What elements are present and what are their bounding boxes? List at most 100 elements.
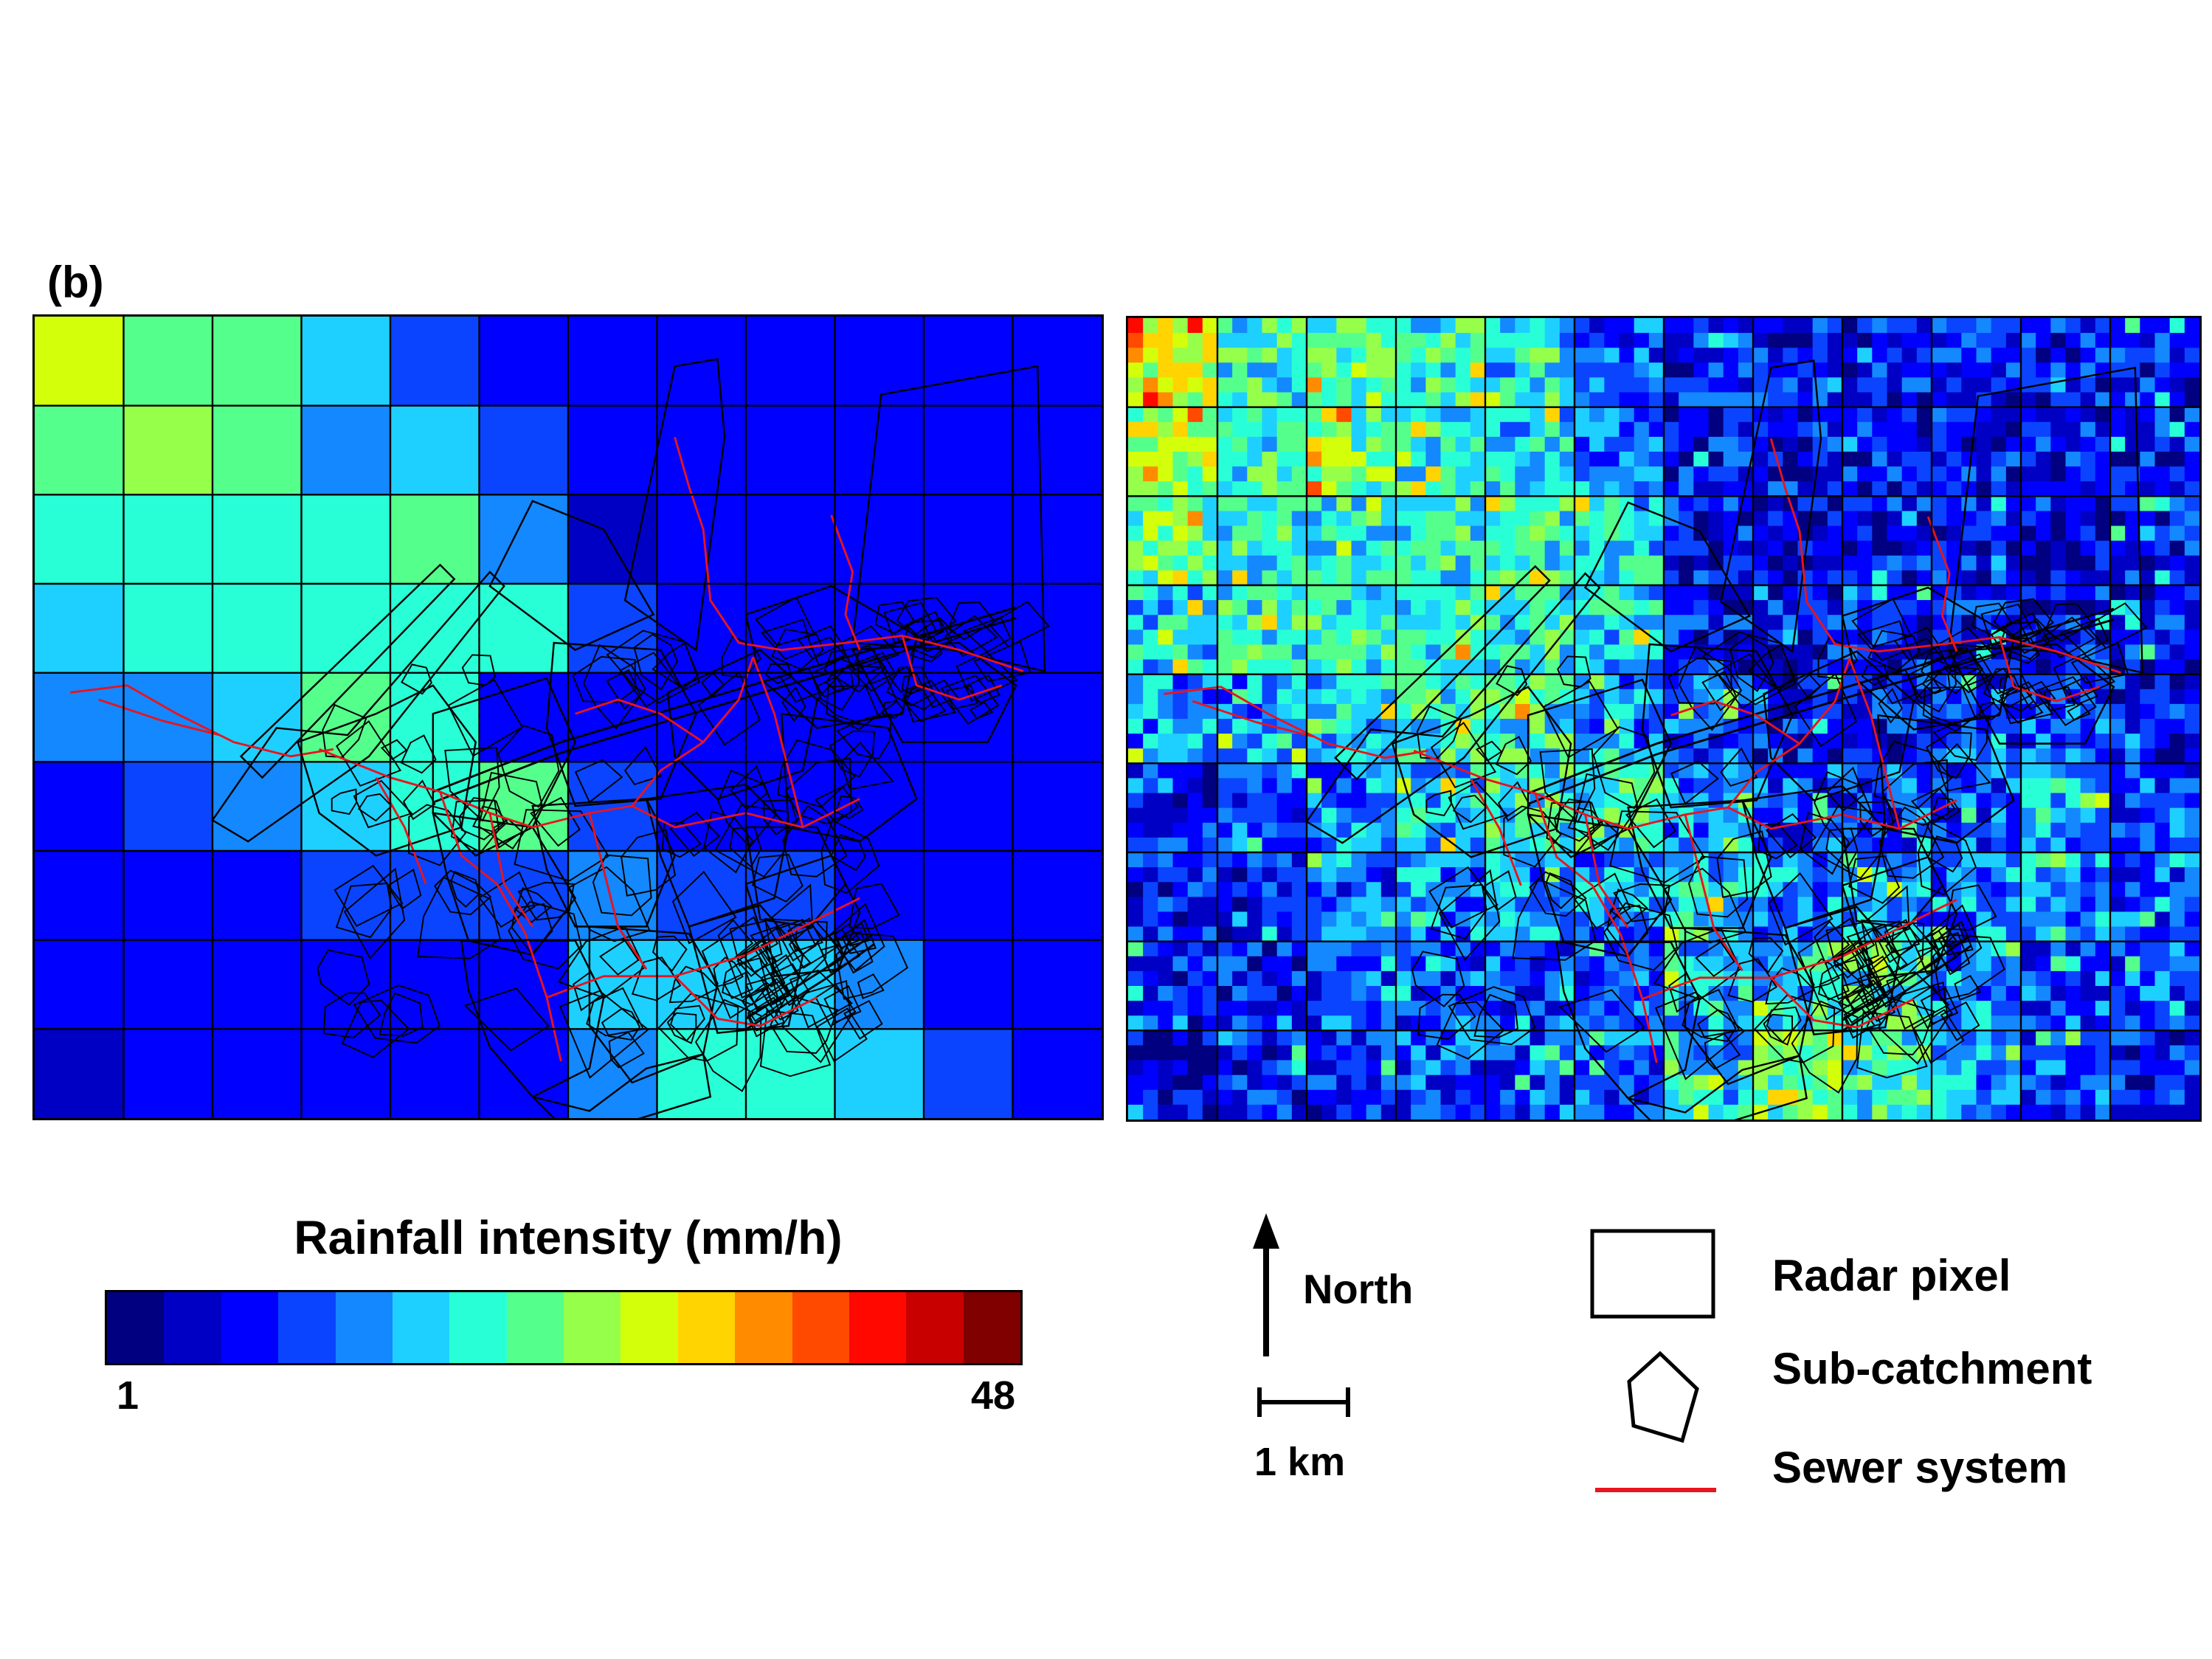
radar-subpixel	[1291, 986, 1307, 1001]
radar-subpixel	[2065, 525, 2081, 542]
radar-subpixel	[1738, 926, 1754, 942]
radar-subpixel	[1827, 1045, 1843, 1060]
radar-subpixel	[1187, 1104, 1203, 1120]
radar-subpixel	[1411, 674, 1426, 690]
radar-subpixel	[1470, 1104, 1486, 1120]
radar-subpixel	[1634, 525, 1650, 542]
radar-subpixel	[1812, 511, 1828, 526]
radar-subpixel	[1470, 1045, 1486, 1060]
radar-subpixel	[1485, 318, 1501, 334]
radar-subpixel	[1307, 615, 1322, 630]
radar-subpixel	[2065, 407, 2081, 423]
radar-subpixel	[1812, 644, 1828, 660]
radar-subpixel	[1276, 778, 1293, 793]
radar-subpixel	[1500, 333, 1515, 348]
radar-subpixel	[2125, 793, 2140, 809]
radar-subpixel	[1901, 377, 1918, 393]
radar-subpixel	[1679, 436, 1694, 452]
radar-subpixel	[2050, 1015, 2066, 1031]
radar-subpixel	[1202, 392, 1218, 408]
radar-subpixel	[1589, 778, 1605, 793]
radar-subpixel	[1187, 763, 1203, 779]
radar-subpixel	[2080, 496, 2096, 511]
radar-subpixel	[1158, 1089, 1173, 1106]
radar-subpixel	[1842, 615, 1858, 630]
radar-subpixel	[2154, 496, 2171, 511]
radar-subpixel	[1425, 333, 1441, 348]
radar-subpixel	[1530, 941, 1546, 957]
radar-subpixel	[1634, 585, 1650, 601]
sub-catchment	[816, 928, 861, 974]
radar-subpixel	[1202, 1001, 1218, 1016]
radar-subpixel	[2005, 540, 2022, 556]
radar-subpixel	[1455, 600, 1471, 615]
sub-catchment	[1867, 965, 1907, 1008]
radar-subpixel	[1351, 897, 1367, 912]
radar-subpixel	[1366, 1001, 1382, 1016]
radar-subpixel	[1262, 630, 1278, 645]
radar-subpixel	[1172, 600, 1189, 615]
radar-subpixel	[1321, 970, 1337, 987]
radar-subpixel	[2154, 1015, 2171, 1031]
radar-subpixel	[1887, 867, 1903, 883]
radar-subpixel	[1559, 837, 1575, 853]
radar-subpixel	[1158, 852, 1173, 868]
radar-subpixel	[1276, 1015, 1293, 1031]
radar-subpixel	[1232, 837, 1248, 853]
radar-subpixel	[1425, 600, 1441, 615]
radar-subpixel	[1812, 837, 1828, 853]
sub-catchment	[1867, 630, 1921, 672]
radar-subpixel	[1202, 867, 1218, 883]
radar-subpixel	[1485, 525, 1501, 542]
radar-subpixel	[1396, 436, 1411, 452]
radar-subpixel	[1232, 1060, 1248, 1076]
radar-subpixel	[1366, 436, 1382, 452]
radar-subpixel	[1976, 807, 1992, 824]
radar-subpixel	[1232, 318, 1248, 334]
radar-subpixel	[1380, 793, 1397, 809]
radar-subpixel	[1307, 555, 1322, 571]
radar-subpixel	[1336, 555, 1352, 571]
radar-subpixel	[1544, 1001, 1561, 1016]
radar-subpixel	[1768, 1045, 1783, 1060]
radar-pixel	[35, 939, 124, 1029]
radar-subpixel	[2184, 807, 2199, 824]
radar-subpixel	[1366, 778, 1382, 793]
radar-subpixel	[1575, 452, 1590, 467]
radar-subpixel	[1530, 377, 1546, 393]
radar-subpixel	[1648, 348, 1665, 363]
radar-subpixel	[2021, 392, 2036, 408]
radar-subpixel	[2184, 644, 2199, 660]
radar-subpixel	[1544, 511, 1561, 526]
radar-subpixel	[1575, 703, 1590, 720]
radar-subpixel	[1708, 348, 1724, 363]
radar-subpixel	[1797, 615, 1814, 630]
radar-subpixel	[2140, 421, 2155, 438]
radar-subpixel	[1321, 659, 1337, 675]
radar-subpixel	[1336, 807, 1352, 824]
radar-subpixel	[1946, 525, 1962, 542]
radar-subpixel	[2125, 689, 2140, 705]
radar-subpixel	[2125, 822, 2140, 838]
radar-subpixel	[2140, 941, 2155, 957]
radar-subpixel	[1247, 852, 1262, 868]
radar-subpixel	[1366, 659, 1382, 675]
radar-subpixel	[1336, 1104, 1352, 1120]
radar-subpixel	[1648, 659, 1665, 675]
sub-catchment	[1810, 805, 1886, 880]
radar-subpixel	[1336, 778, 1352, 793]
radar-subpixel	[1500, 362, 1515, 378]
radar-subpixel	[1515, 956, 1530, 972]
radar-subpixel	[2065, 436, 2081, 452]
radar-subpixel	[1321, 630, 1337, 645]
radar-subpixel	[1336, 377, 1352, 393]
radar-subpixel	[1648, 318, 1665, 334]
radar-subpixel	[2154, 719, 2171, 734]
radar-subpixel	[1976, 1015, 1992, 1031]
radar-subpixel	[1530, 763, 1546, 779]
radar-pixel	[35, 317, 124, 407]
radar-subpixel	[1143, 615, 1158, 630]
radar-subpixel	[1604, 630, 1620, 645]
radar-subpixel	[1455, 719, 1471, 734]
radar-subpixel	[1247, 807, 1262, 824]
